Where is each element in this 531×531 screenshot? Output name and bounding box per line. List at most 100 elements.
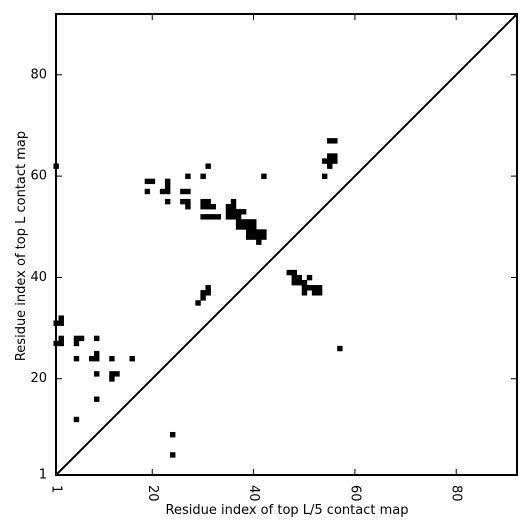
x-tick-label: 40 [246,485,261,502]
contact-point-lower [58,320,64,326]
contact-point-upper [321,173,328,180]
contact-point-upper [225,209,232,215]
contact-point-upper [149,178,156,185]
contact-point-upper [246,219,252,225]
contact-point-lower [73,416,80,423]
contact-point-upper [306,285,313,291]
y-tick-label: 60 [30,169,47,184]
contact-point-upper [301,290,308,296]
contact-point-lower [58,315,64,321]
contact-point-upper [215,214,222,220]
contact-point-lower [170,431,176,438]
contact-point-upper [200,198,206,205]
contact-point-lower [73,355,80,362]
contact-point-lower [94,355,100,362]
contact-point-upper [180,198,186,205]
contact-point-upper [180,188,186,195]
diagonal-line [55,13,518,476]
contact-point-lower [94,350,100,357]
contact-point-upper [235,214,242,220]
contact-point-upper [144,178,151,185]
x-tick-label: 60 [347,485,362,502]
contact-point-upper [200,290,206,296]
contact-point-lower [58,335,64,342]
contact-point-upper [205,163,211,169]
x-tick-label: 20 [145,485,160,502]
contact-points-layer [53,138,343,458]
contact-point-lower [94,335,100,342]
contact-point-upper [261,229,267,235]
contact-point-upper [327,163,333,169]
contact-point-upper [225,204,232,210]
contact-point-upper [296,274,303,281]
contact-point-upper [205,198,211,205]
contact-point-upper [246,229,252,235]
contact-point-upper [164,178,171,185]
contact-point-upper [205,285,211,291]
y-tick-label: 1 [39,468,47,483]
contact-point-upper [291,279,297,286]
contact-point-upper [240,209,247,215]
contact-point-upper [200,214,206,220]
contact-point-upper [327,158,333,164]
contact-point-upper [301,279,308,286]
contact-point-upper [246,224,252,230]
contact-point-upper [316,285,323,291]
y-tick-label: 20 [30,371,47,386]
plot-frame [55,13,518,476]
contact-point-upper [164,188,171,195]
contact-point-lower [109,376,115,382]
contact-point-upper [332,158,338,164]
contact-point-lower [88,355,95,362]
contact-point-upper [230,204,237,210]
contact-point-upper [164,183,171,190]
contact-point-upper [321,158,328,164]
contact-point-upper [185,173,191,180]
contact-point-upper [185,188,191,195]
contact-point-upper [195,300,201,306]
contact-point-upper [230,209,237,215]
contact-point-upper [200,173,206,180]
contact-point-upper [205,290,211,296]
contact-point-lower [73,335,80,342]
contact-point-upper [311,290,318,296]
contact-point-upper [337,345,343,352]
contact-point-lower [94,371,100,377]
contact-point-upper [256,234,262,240]
contact-point-upper [261,234,267,240]
contact-point-upper [251,229,257,235]
x-tick-label: 1 [49,485,64,493]
y-axis-label: Residue index of top L contact map [14,131,29,361]
contact-point-lower [129,355,135,362]
contact-point-upper [225,214,232,220]
contact-point-upper [210,214,216,220]
contact-point-upper [306,274,313,281]
y-tick-label: 40 [30,270,47,285]
contact-point-lower [109,355,115,362]
contact-point-upper [240,219,247,225]
contact-point-upper [205,204,211,210]
contact-point-lower [109,371,115,377]
contact-point-upper [210,204,216,210]
contact-point-upper [251,224,257,230]
contact-point-upper [301,285,308,291]
contact-point-upper [251,219,257,225]
contact-point-upper [164,198,171,205]
contact-point-upper [332,138,338,144]
contact-point-upper [256,229,262,235]
contact-point-upper [261,173,267,180]
contact-point-upper [256,239,262,245]
contact-point-upper [185,198,191,205]
contact-point-upper [205,214,211,220]
contact-point-upper [332,153,338,159]
contact-point-upper [327,138,333,144]
axis-ticks-layer: 1 20 40 60 80 1 20 40 60 80 [30,14,517,502]
contact-point-upper [200,295,206,301]
contact-point-lower [73,340,80,347]
contact-point-upper [311,285,318,291]
contact-point-upper [235,209,242,215]
contact-point-lower [58,340,64,347]
contact-point-lower [114,371,120,377]
contact-point-upper [230,214,237,220]
